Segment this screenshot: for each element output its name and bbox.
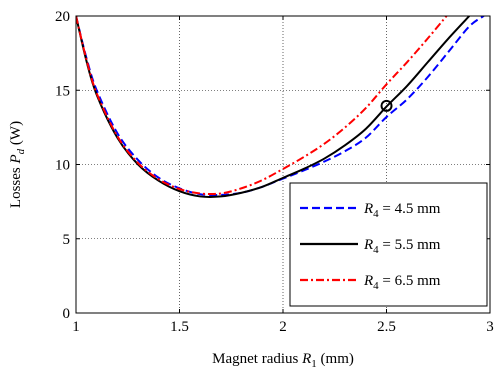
highlight-marker (380, 99, 393, 112)
y-axis-label: Losses Pd (W) (8, 121, 27, 208)
legend-label-1: R4 = 4.5 mm (363, 201, 441, 220)
x-tick-label: 1.5 (170, 319, 189, 335)
x-tick-label: 2 (279, 319, 287, 335)
series-line-3 (76, 16, 448, 196)
series-line-2 (76, 16, 471, 198)
tick-marks (75, 15, 491, 314)
x-tick-label: 1 (72, 319, 80, 335)
annotation-markers (380, 99, 393, 112)
y-tick-label: 15 (55, 83, 70, 99)
y-tick-label: 5 (63, 232, 71, 248)
legend: R4 = 4.5 mm R4 = 5.5 mm R4 = 6.5 mm (289, 182, 488, 307)
y-tick-label: 20 (55, 9, 70, 25)
x-tick-label: 3 (486, 319, 494, 335)
y-tick-label: 10 (55, 158, 70, 174)
tick-labels: 1 1.5 2 2.5 3 0 5 10 15 20 (55, 9, 494, 335)
series-line-1 (76, 16, 485, 197)
y-tick-label: 0 (63, 306, 71, 322)
series-group (76, 16, 485, 198)
legend-label-2: R4 = 5.5 mm (363, 237, 441, 256)
x-tick-label: 2.5 (377, 319, 396, 335)
legend-label-3: R4 = 6.5 mm (363, 273, 441, 292)
x-axis-label: Magnet radius R1 (mm) (212, 351, 354, 370)
